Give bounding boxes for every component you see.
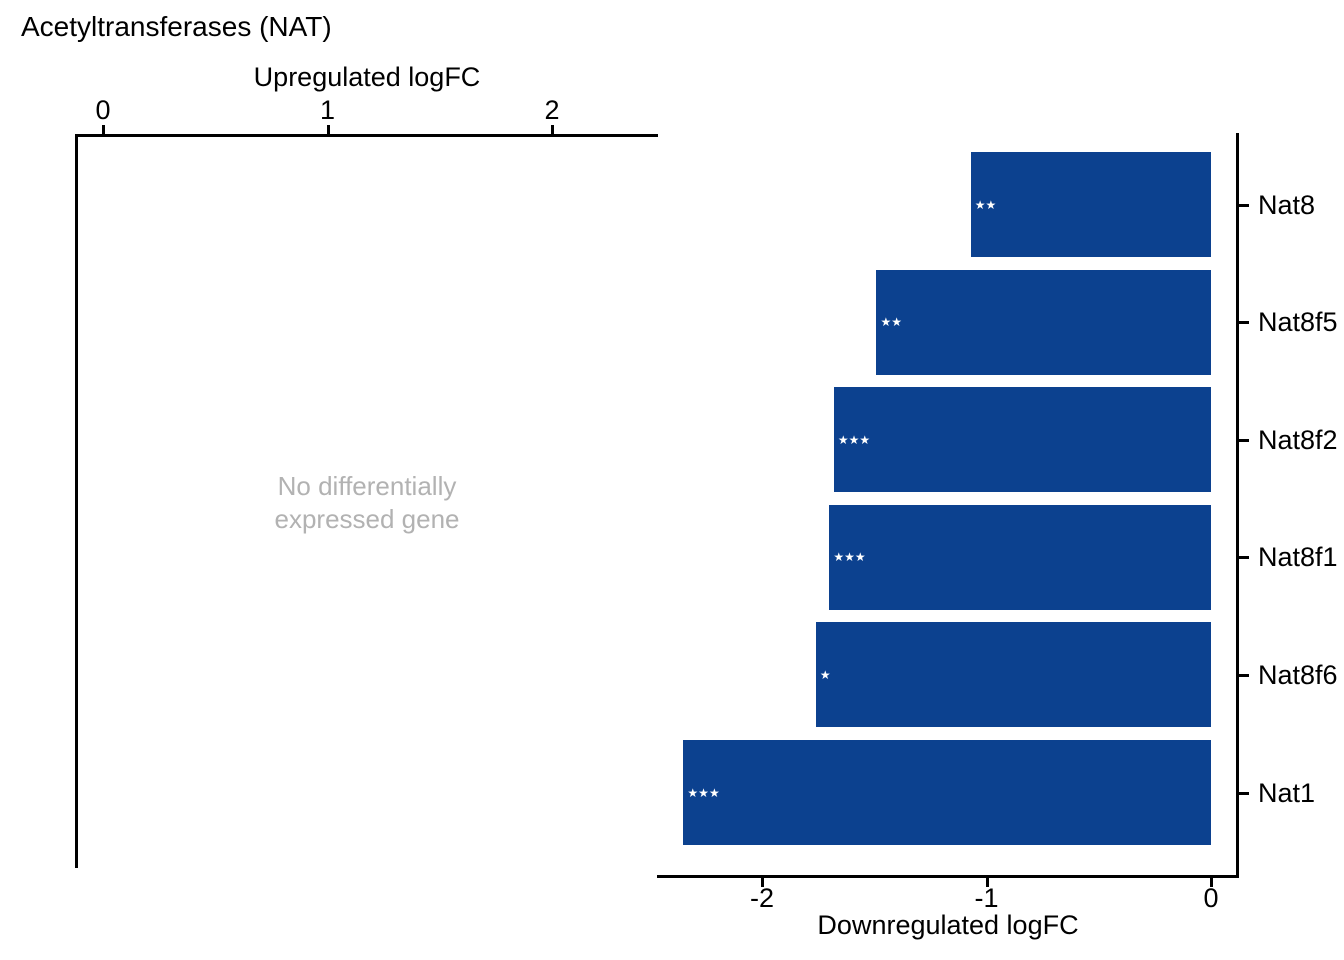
bar-nat8f5: ★★ — [876, 269, 1211, 375]
downregulated-y-tick — [1239, 438, 1249, 442]
downregulated-x-tick — [761, 878, 764, 887]
downregulated-x-tick-label: -1 — [974, 883, 999, 913]
downregulated-x-tick — [1210, 878, 1213, 887]
no-deg-message: No differentially expressed gene — [274, 470, 459, 536]
bar-nat1: ★★★ — [683, 740, 1211, 845]
upregulated-x-tick — [102, 125, 105, 134]
upregulated-x-tick-label: 1 — [319, 95, 336, 125]
downregulated-axis-title: Downregulated logFC — [817, 910, 1079, 940]
downregulated-y-tick — [1239, 203, 1249, 207]
bar-nat8f6: ★ — [815, 622, 1211, 728]
gene-label-nat1: Nat1 — [1258, 777, 1316, 808]
downregulated-x-tick — [985, 878, 989, 887]
bar-nat8: ★★ — [970, 152, 1211, 257]
downregulated-x-axis-line — [657, 875, 1239, 878]
gene-label-nat8f6: Nat8f6 — [1258, 659, 1338, 690]
significance-stars: ★ — [819, 667, 831, 682]
upregulated-x-tick — [551, 125, 554, 134]
upregulated-axis-title: Upregulated logFC — [253, 62, 481, 92]
downregulated-x-tick-label: -2 — [749, 883, 775, 913]
downregulated-y-tick — [1239, 673, 1249, 677]
gene-label-nat8: Nat8 — [1258, 189, 1316, 220]
significance-stars: ★★★ — [687, 785, 720, 800]
upregulated-x-tick-label: 2 — [544, 95, 560, 125]
figure-title: Acetyltransferases (NAT) — [21, 11, 332, 42]
no-deg-message-line2: expressed gene — [274, 504, 460, 534]
downregulated-y-tick — [1239, 556, 1249, 560]
upregulated-x-axis-line — [75, 134, 658, 137]
gene-label-nat8f1: Nat8f1 — [1258, 542, 1338, 573]
significance-stars: ★★ — [974, 197, 997, 212]
significance-stars: ★★★ — [833, 550, 866, 565]
downregulated-x-tick-label: 0 — [1203, 883, 1219, 913]
downregulated-y-axis-line — [1236, 133, 1239, 878]
upregulated-x-tick — [326, 125, 330, 134]
bar-nat8f2: ★★★ — [833, 387, 1211, 493]
no-deg-message-line1: No differentially — [277, 471, 457, 501]
upregulated-x-tick-label: 0 — [95, 95, 111, 125]
gene-label-nat8f5: Nat8f5 — [1258, 307, 1338, 338]
downregulated-y-tick — [1239, 791, 1249, 795]
downregulated-y-tick — [1239, 321, 1249, 325]
bar-nat8f1: ★★★ — [829, 504, 1211, 610]
upregulated-y-axis-line — [75, 134, 78, 868]
gene-label-nat8f2: Nat8f2 — [1258, 424, 1338, 455]
significance-stars: ★★★ — [837, 432, 871, 447]
significance-stars: ★★ — [880, 315, 902, 330]
